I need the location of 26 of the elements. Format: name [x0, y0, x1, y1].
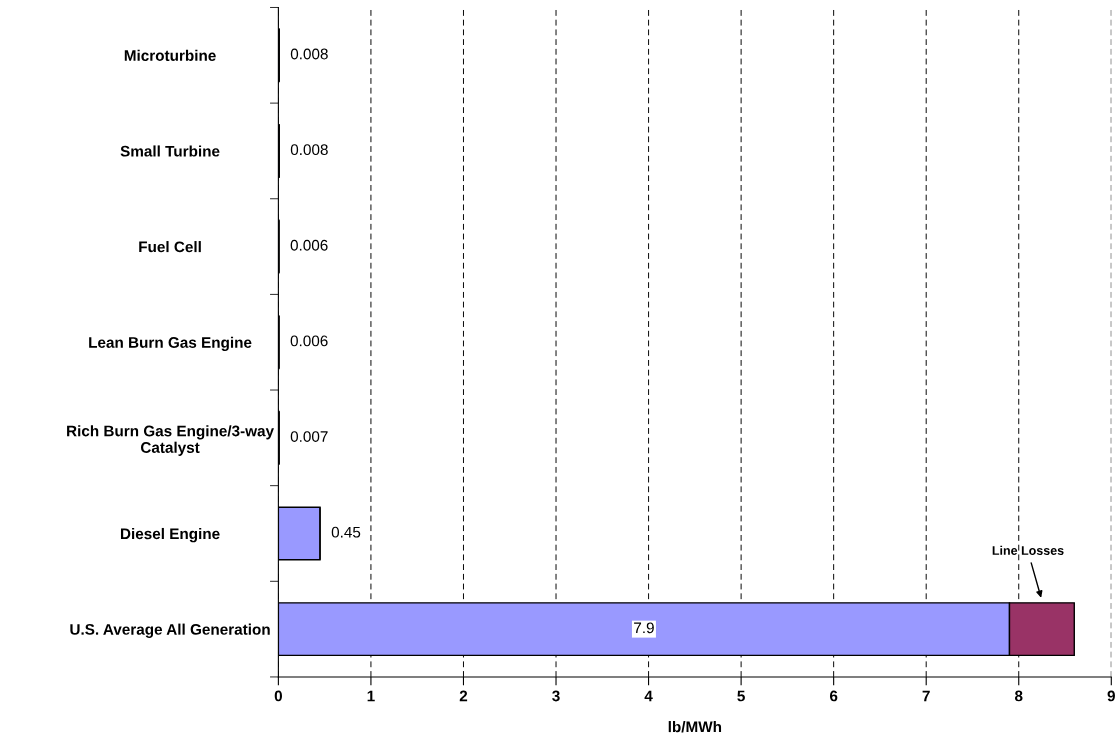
x-tick-label: 6	[829, 690, 838, 702]
y-tick-label: Diesel Engine	[120, 527, 220, 543]
x-tick-label: 7	[922, 690, 930, 702]
y-tick-label: Rich Burn Gas Engine/3-way Catalyst	[67, 425, 274, 456]
y-tick-label: Small Turbine	[120, 145, 220, 157]
y-tick-label: Lean Burn Gas Engine	[89, 336, 252, 351]
x-tick-label: 4	[644, 690, 653, 702]
data-label: 0.008	[290, 144, 328, 156]
data-label: 0.45	[331, 526, 361, 538]
y-tick-label: Microturbine	[124, 49, 216, 61]
data-label: 0.007	[290, 431, 328, 442]
data-label: 7.9	[634, 622, 654, 634]
x-tick-label: 0	[274, 690, 282, 702]
x-tick-label: 5	[737, 690, 745, 702]
y-tick-label: U.S. Average All Generation	[70, 623, 270, 638]
data-label: 0.006	[290, 239, 328, 251]
x-tick-label: 8	[1014, 690, 1023, 702]
data-label: 0.006	[290, 335, 328, 347]
x-tick-label: 3	[552, 690, 560, 702]
x-tick-label: 1	[367, 690, 375, 702]
x-tick-label: 9	[1107, 690, 1115, 702]
annotation: Line Losses	[992, 545, 1064, 555]
x-axis-title: lb/MWh	[668, 721, 722, 733]
x-tick-label: 2	[459, 690, 468, 702]
y-tick-label: Fuel Cell	[139, 241, 201, 253]
data-label: 0.008	[290, 48, 328, 60]
